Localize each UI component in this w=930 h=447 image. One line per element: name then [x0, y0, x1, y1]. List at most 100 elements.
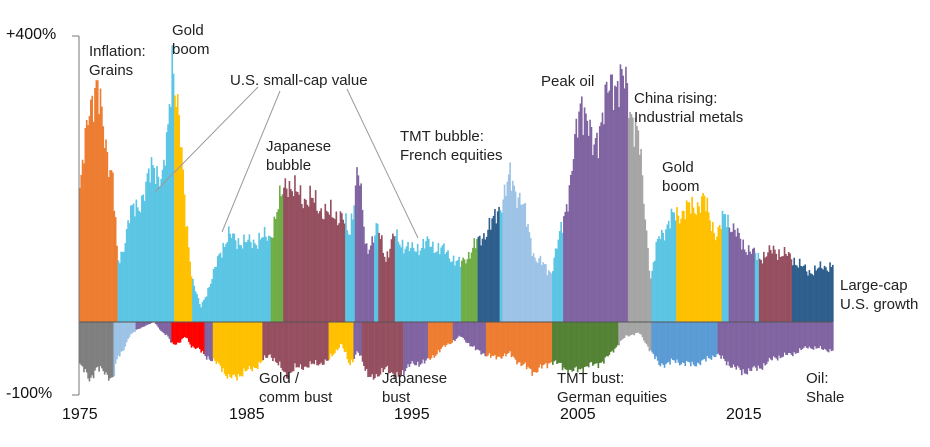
positive-bar: [673, 212, 676, 322]
negative-bar: [234, 322, 237, 377]
positive-bar: [91, 95, 94, 322]
positive-bar: [655, 241, 658, 322]
negative-bar: [236, 322, 238, 381]
positive-bar: [415, 251, 418, 322]
negative-bar: [197, 322, 200, 348]
positive-bar: [727, 214, 729, 322]
negative-bar: [142, 322, 145, 327]
positive-bar: [705, 211, 707, 322]
negative-bar: [138, 322, 140, 329]
positive-bar: [455, 261, 458, 322]
positive-bar: [612, 110, 615, 322]
positive-bar: [331, 217, 334, 322]
negative-bar: [386, 322, 389, 366]
negative-bar: [729, 322, 732, 368]
negative-bar: [803, 322, 805, 348]
negative-bar: [688, 322, 691, 363]
positive-bar: [379, 238, 382, 322]
negative-bar: [288, 322, 291, 373]
positive-bar: [200, 307, 202, 322]
positive-bar: [451, 261, 453, 322]
negative-bar: [79, 322, 81, 364]
negative-bar: [819, 322, 822, 347]
positive-bar: [565, 204, 568, 322]
negative-bar: [767, 322, 769, 362]
negative-bar: [569, 322, 572, 370]
positive-bar: [502, 199, 505, 322]
negative-bar: [583, 322, 586, 368]
negative-bar: [383, 322, 386, 370]
negative-bar: [830, 322, 833, 352]
positive-bar: [418, 255, 420, 322]
positive-bar: [203, 299, 205, 322]
negative-bar: [785, 322, 787, 355]
negative-bar: [269, 322, 271, 355]
positive-bar: [652, 262, 655, 322]
negative-bar: [645, 322, 648, 345]
negative-bar: [518, 322, 521, 363]
positive-bar: [107, 177, 110, 322]
negative-bar: [369, 322, 372, 377]
x-tick-label-1995: 1995: [394, 406, 430, 423]
negative-bar: [612, 322, 615, 353]
negative-bar: [547, 322, 550, 364]
negative-bar: [542, 322, 545, 366]
positive-bar: [506, 181, 509, 322]
negative-bar: [226, 322, 229, 379]
positive-bar: [794, 264, 797, 322]
negative-bar: [465, 322, 467, 343]
positive-bar: [586, 120, 589, 322]
positive-bar: [394, 235, 397, 322]
positive-bar: [266, 240, 269, 322]
positive-bar: [354, 185, 357, 322]
positive-bar: [332, 217, 335, 322]
negative-bar: [592, 322, 594, 366]
positive-bar: [324, 203, 327, 322]
positive-bar: [277, 209, 280, 322]
negative-bar: [575, 322, 578, 367]
positive-bar: [136, 207, 139, 322]
negative-bar: [469, 322, 471, 347]
negative-bar: [673, 322, 676, 361]
negative-bar: [652, 322, 655, 355]
negative-bar: [131, 322, 134, 334]
positive-bar: [815, 270, 818, 322]
positive-bar: [295, 191, 298, 322]
positive-bar: [495, 223, 498, 322]
negative-bar: [270, 322, 273, 358]
positive-bar: [207, 287, 209, 322]
positive-bar: [670, 208, 673, 322]
annotation-inflation-grains: Inflation: Grains: [89, 43, 146, 79]
negative-bar: [463, 322, 466, 340]
annotation-japanese-bust: Japanese bust: [382, 370, 448, 406]
negative-bar: [807, 322, 809, 349]
positive-bar: [458, 256, 460, 322]
positive-bar: [809, 273, 812, 322]
positive-bar: [175, 106, 178, 322]
negative-bar: [175, 322, 178, 345]
negative-bar: [712, 322, 714, 356]
negative-bar: [365, 322, 368, 369]
positive-bar: [245, 242, 248, 322]
positive-bar: [742, 239, 744, 322]
positive-bar: [724, 214, 727, 322]
positive-bar: [626, 83, 629, 322]
negative-bar: [723, 322, 725, 359]
negative-bar: [117, 322, 120, 356]
negative-bar: [136, 322, 139, 330]
positive-bar: [754, 252, 757, 322]
positive-bar: [273, 216, 276, 322]
negative-bar: [539, 322, 542, 365]
negative-bar: [634, 322, 637, 334]
positive-bar: [404, 248, 407, 322]
negative-bar: [387, 322, 390, 374]
negative-bar: [501, 322, 503, 359]
positive-bar: [761, 263, 764, 322]
negative-bar: [648, 322, 651, 352]
negative-bar: [182, 322, 185, 338]
negative-bar: [616, 322, 619, 346]
negative-bar: [139, 322, 142, 329]
negative-bar: [280, 322, 282, 368]
negative-bar: [171, 322, 174, 343]
negative-bar: [775, 322, 778, 359]
